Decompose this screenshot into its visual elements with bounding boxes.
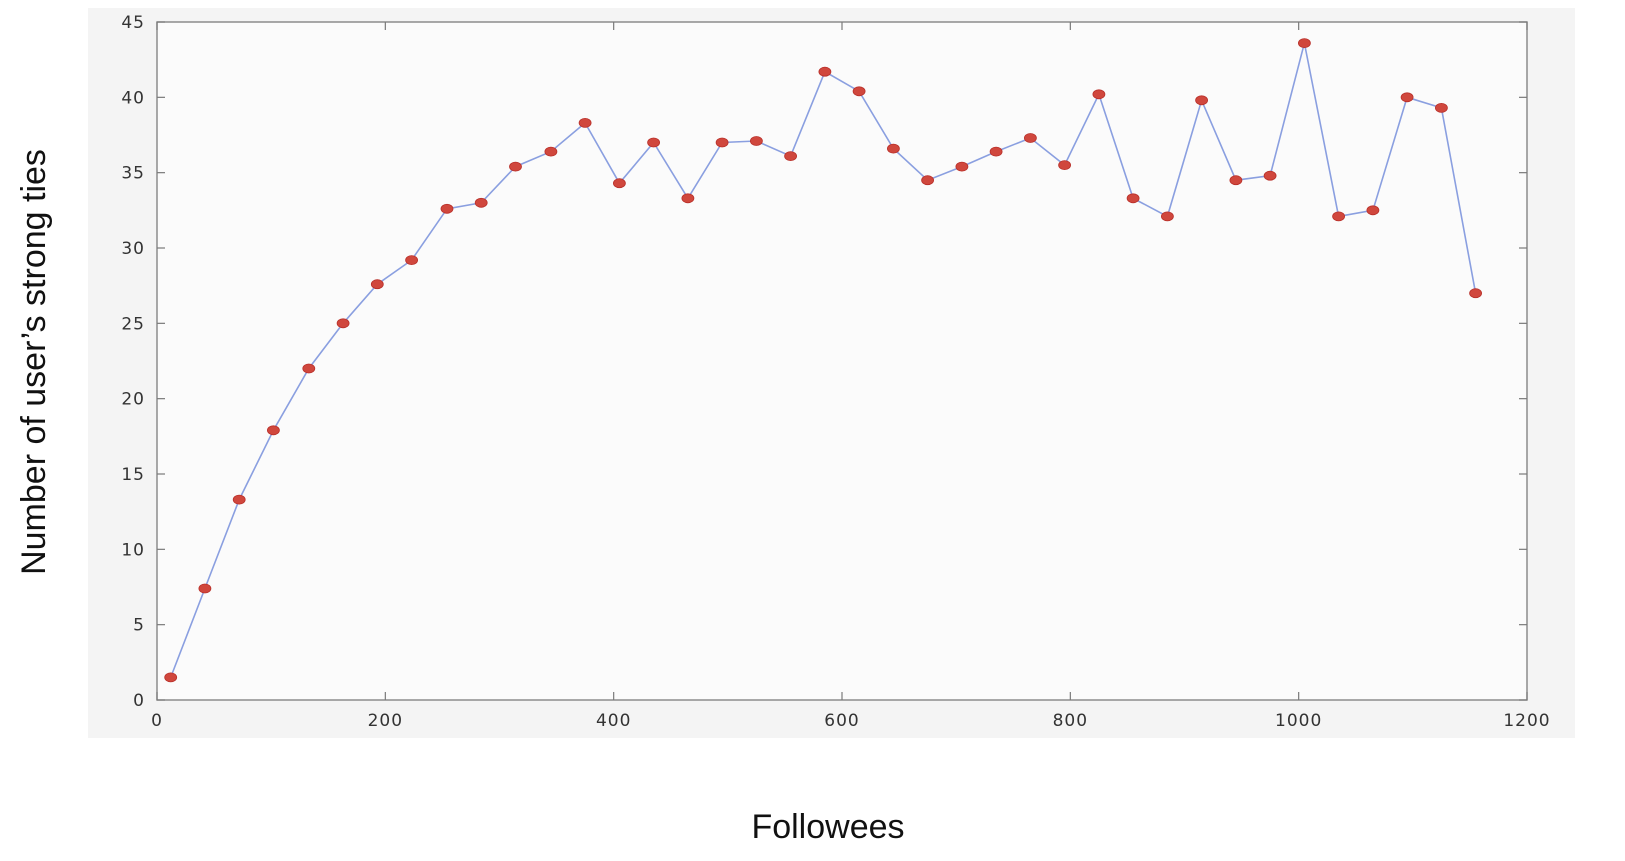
data-point: [405, 255, 419, 266]
data-point: [1400, 92, 1414, 103]
data-point: [266, 425, 280, 436]
y-axis: 0 5 10 15 20 25 30 35 40 45: [121, 13, 1527, 711]
data-point: [474, 197, 488, 208]
plot-area: [156, 21, 1528, 701]
data-point: [302, 363, 316, 374]
data-point: [1229, 175, 1243, 186]
data-point: [1263, 170, 1277, 181]
data-point: [613, 178, 626, 189]
data-point: [1298, 38, 1311, 48]
x-tick-label: 1200: [1503, 711, 1550, 731]
y-tick-label: 10: [121, 540, 145, 560]
x-axis: 0 200 400 600 800 1000 1200: [151, 22, 1550, 731]
data-point: [232, 494, 246, 505]
x-tick-label: 1000: [1275, 711, 1322, 731]
y-tick-label: 15: [121, 465, 145, 485]
data-point: [370, 279, 384, 290]
y-tick-label: 30: [121, 239, 145, 259]
y-tick-label: 45: [121, 13, 145, 33]
data-point: [818, 66, 832, 77]
x-tick-label: 0: [151, 711, 163, 731]
data-point: [989, 146, 1003, 157]
data-point: [164, 672, 178, 683]
data-points: [164, 38, 1482, 683]
x-tick-label: 800: [1053, 711, 1088, 731]
y-tick-label: 5: [133, 616, 145, 636]
data-point: [198, 583, 212, 594]
y-tick-label: 0: [133, 691, 145, 711]
data-point: [1058, 160, 1071, 171]
y-tick-label: 35: [121, 164, 145, 184]
data-point: [647, 137, 660, 148]
data-point: [681, 193, 695, 204]
data-point: [1161, 211, 1174, 222]
data-point: [887, 143, 900, 154]
data-point: [336, 318, 350, 329]
x-tick-label: 600: [824, 711, 859, 731]
data-point: [1332, 211, 1345, 222]
data-point: [921, 175, 934, 186]
data-point: [578, 118, 592, 128]
data-point: [1024, 133, 1037, 143]
y-tick-label: 20: [121, 390, 145, 410]
x-tick-label: 200: [368, 711, 403, 731]
data-point: [1126, 193, 1140, 204]
data-point: [852, 86, 866, 97]
data-point: [1469, 288, 1482, 299]
data-point: [1195, 95, 1208, 106]
data-point: [955, 161, 969, 172]
data-point: [750, 136, 763, 146]
data-point: [544, 146, 558, 157]
data-point: [440, 203, 454, 214]
data-point: [1092, 89, 1106, 100]
data-point: [1366, 205, 1380, 216]
data-point: [1435, 103, 1448, 113]
x-axis-title: Followees: [751, 808, 904, 846]
data-point: [509, 161, 522, 172]
y-tick-label: 25: [121, 314, 145, 334]
x-tick-label: 400: [596, 711, 631, 731]
data-point: [715, 137, 729, 148]
y-axis-title: Number of user’s strong ties: [15, 149, 53, 575]
data-point: [784, 151, 797, 162]
y-tick-label: 40: [121, 88, 145, 108]
